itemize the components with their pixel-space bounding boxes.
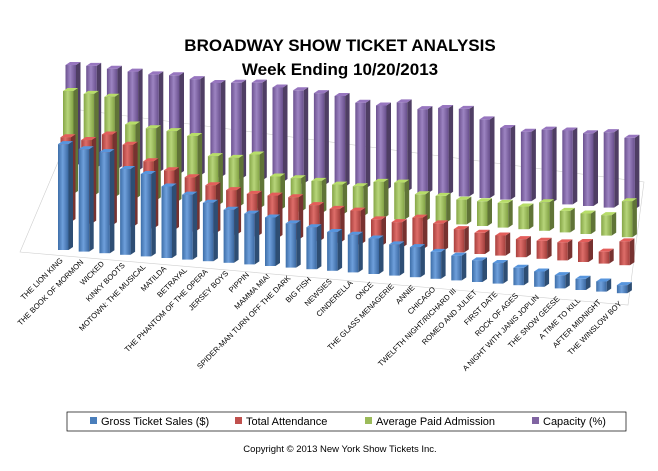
legend-item-average-paid-admission: Average Paid Admission (365, 416, 495, 428)
bar-gross-ticket-sales-the-winslow-boy (616, 282, 632, 294)
bar-total-attendance-the-glass-menagerie (391, 219, 407, 248)
bar-total-attendance-annie (412, 214, 428, 250)
legend-label: Gross Ticket Sales ($) (101, 416, 209, 428)
legend-swatch (235, 417, 242, 424)
bar-total-attendance-romeo-and-juliet (474, 229, 490, 254)
bar-capacity-after-midnight (603, 129, 619, 208)
bar-gross-ticket-sales-a-night-with-janis-joplin (534, 268, 550, 287)
bar-capacity-newsies (334, 92, 350, 187)
bar-gross-ticket-sales-after-midnight (596, 278, 612, 292)
chart-title: BROADWAY SHOW TICKET ANALYSIS (184, 36, 495, 55)
bar-gross-ticket-sales-chicago (430, 248, 446, 279)
bar-gross-ticket-sales-twelfth-night-richard-iii (451, 252, 467, 281)
bar-total-attendance-once (371, 216, 386, 246)
tick-label-jersey-boys: JERSEY BOYS (187, 269, 231, 313)
bar-gross-ticket-sales-a-time-to-kill (575, 275, 591, 290)
bar-gross-ticket-sales-the-lion-king (58, 141, 73, 250)
bar-capacity-the-winslow-boy (624, 134, 640, 210)
bar-average-paid-admission-first-date (497, 199, 513, 228)
bar-capacity-annie (417, 106, 433, 194)
bar-total-attendance-first-date (495, 232, 511, 256)
bar-gross-ticket-sales-wicked (99, 149, 115, 254)
bar-gross-ticket-sales-kinky-boots (120, 166, 136, 255)
bar-gross-ticket-sales-newsies (327, 229, 343, 271)
bar-capacity-first-date (500, 125, 516, 200)
bar-total-attendance-the-winslow-boy (619, 238, 635, 266)
legend-item-total-attendance: Total Attendance (235, 416, 327, 428)
bar-gross-ticket-sales-matilda (161, 183, 177, 258)
bar-gross-ticket-sales-mamma-mia (265, 214, 280, 266)
bar-gross-ticket-sales-the-snow-geese (554, 272, 570, 289)
bar-gross-ticket-sales-the-phantom-of-the-opera (202, 199, 218, 262)
bar-total-attendance-twelfth-night-richard-iii (453, 226, 469, 253)
bar-average-paid-admission-the-glass-menagerie (394, 179, 410, 220)
bar-average-paid-admission-a-night-with-janis-joplin (539, 199, 555, 231)
legend-label: Capacity (%) (543, 416, 606, 428)
bar-capacity-a-time-to-kill (583, 130, 598, 206)
legend-box (66, 411, 627, 432)
bar-gross-ticket-sales-annie (409, 244, 425, 278)
bar-average-paid-admission-twelfth-night-richard-iii (456, 196, 472, 225)
bar-capacity-once (376, 102, 391, 190)
legend-swatch (532, 417, 539, 424)
bar-capacity-a-night-with-janis-joplin (541, 126, 557, 203)
bar-average-paid-admission-rock-of-ages (518, 203, 534, 230)
bar-gross-ticket-sales-the-book-of-mormon (78, 146, 94, 252)
bar-capacity-the-phantom-of-the-opera (210, 79, 226, 178)
legend-swatch (90, 417, 97, 424)
bar-capacity-rock-of-ages (520, 128, 536, 202)
bar-average-paid-admission-the-snow-geese (559, 207, 575, 233)
bar-capacity-jersey-boys (231, 79, 247, 179)
bar-gross-ticket-sales-spider-man-turn-off-the-dark (285, 220, 301, 268)
bar-total-attendance-a-time-to-kill (578, 239, 593, 262)
bar-capacity-twelfth-night-richard-iii (458, 105, 474, 197)
chart-subtitle: Week Ending 10/20/2013 (242, 60, 438, 79)
bar-gross-ticket-sales-jersey-boys (223, 206, 239, 263)
bar-total-attendance-the-snow-geese (557, 239, 573, 261)
bar-gross-ticket-sales-cinderella (347, 231, 363, 273)
bar-average-paid-admission-once (373, 178, 389, 218)
bars-layer (58, 62, 640, 294)
bar-capacity-chicago (438, 105, 454, 195)
legend-swatch (365, 417, 372, 424)
bar-capacity-cinderella (355, 99, 371, 189)
bar-gross-ticket-sales-the-glass-menagerie (389, 241, 405, 276)
bar-total-attendance-after-midnight (598, 248, 614, 264)
bar-gross-ticket-sales-once (368, 235, 384, 274)
bar-average-paid-admission-annie (414, 191, 430, 222)
bar-average-paid-admission-after-midnight (601, 212, 617, 236)
bar-gross-ticket-sales-romeo-and-juliet (472, 257, 487, 282)
bar-capacity-the-snow-geese (562, 127, 578, 205)
legend-item-capacity: Capacity (%) (532, 416, 606, 428)
bar-gross-ticket-sales-motown-the-musical (140, 171, 156, 257)
bar-capacity-spider-man-turn-off-the-dark (293, 87, 309, 184)
legend-item-gross-ticket-sales: Gross Ticket Sales ($) (90, 416, 209, 428)
bar-total-attendance-a-night-with-janis-joplin (536, 237, 552, 259)
bar-gross-ticket-sales-betrayal (182, 191, 198, 260)
bar-gross-ticket-sales-rock-of-ages (513, 264, 529, 286)
bar-capacity-big-fish (313, 90, 329, 186)
bar-total-attendance-chicago (433, 220, 449, 251)
bar-capacity-the-glass-menagerie (396, 99, 412, 192)
legend-label: Average Paid Admission (376, 416, 495, 428)
legend: Gross Ticket Sales ($) Total Attendance Av… (90, 416, 606, 428)
bar-gross-ticket-sales-big-fish (306, 224, 322, 270)
bar-average-paid-admission-a-time-to-kill (580, 210, 596, 234)
legend-label: Total Attendance (246, 416, 327, 428)
bar-average-paid-admission-romeo-and-juliet (477, 198, 492, 226)
copyright-text: Copyright © 2013 New York Show Tickets I… (243, 444, 436, 455)
bar-total-attendance-rock-of-ages (515, 236, 531, 258)
bar-average-paid-admission-the-winslow-boy (621, 198, 637, 238)
bar-gross-ticket-sales-pippin (244, 210, 260, 265)
bar-average-paid-admission-chicago (435, 192, 451, 223)
bar-capacity-mamma-mia (272, 84, 288, 182)
bar-capacity-romeo-and-juliet (479, 116, 495, 198)
bar-gross-ticket-sales-first-date (492, 260, 508, 284)
